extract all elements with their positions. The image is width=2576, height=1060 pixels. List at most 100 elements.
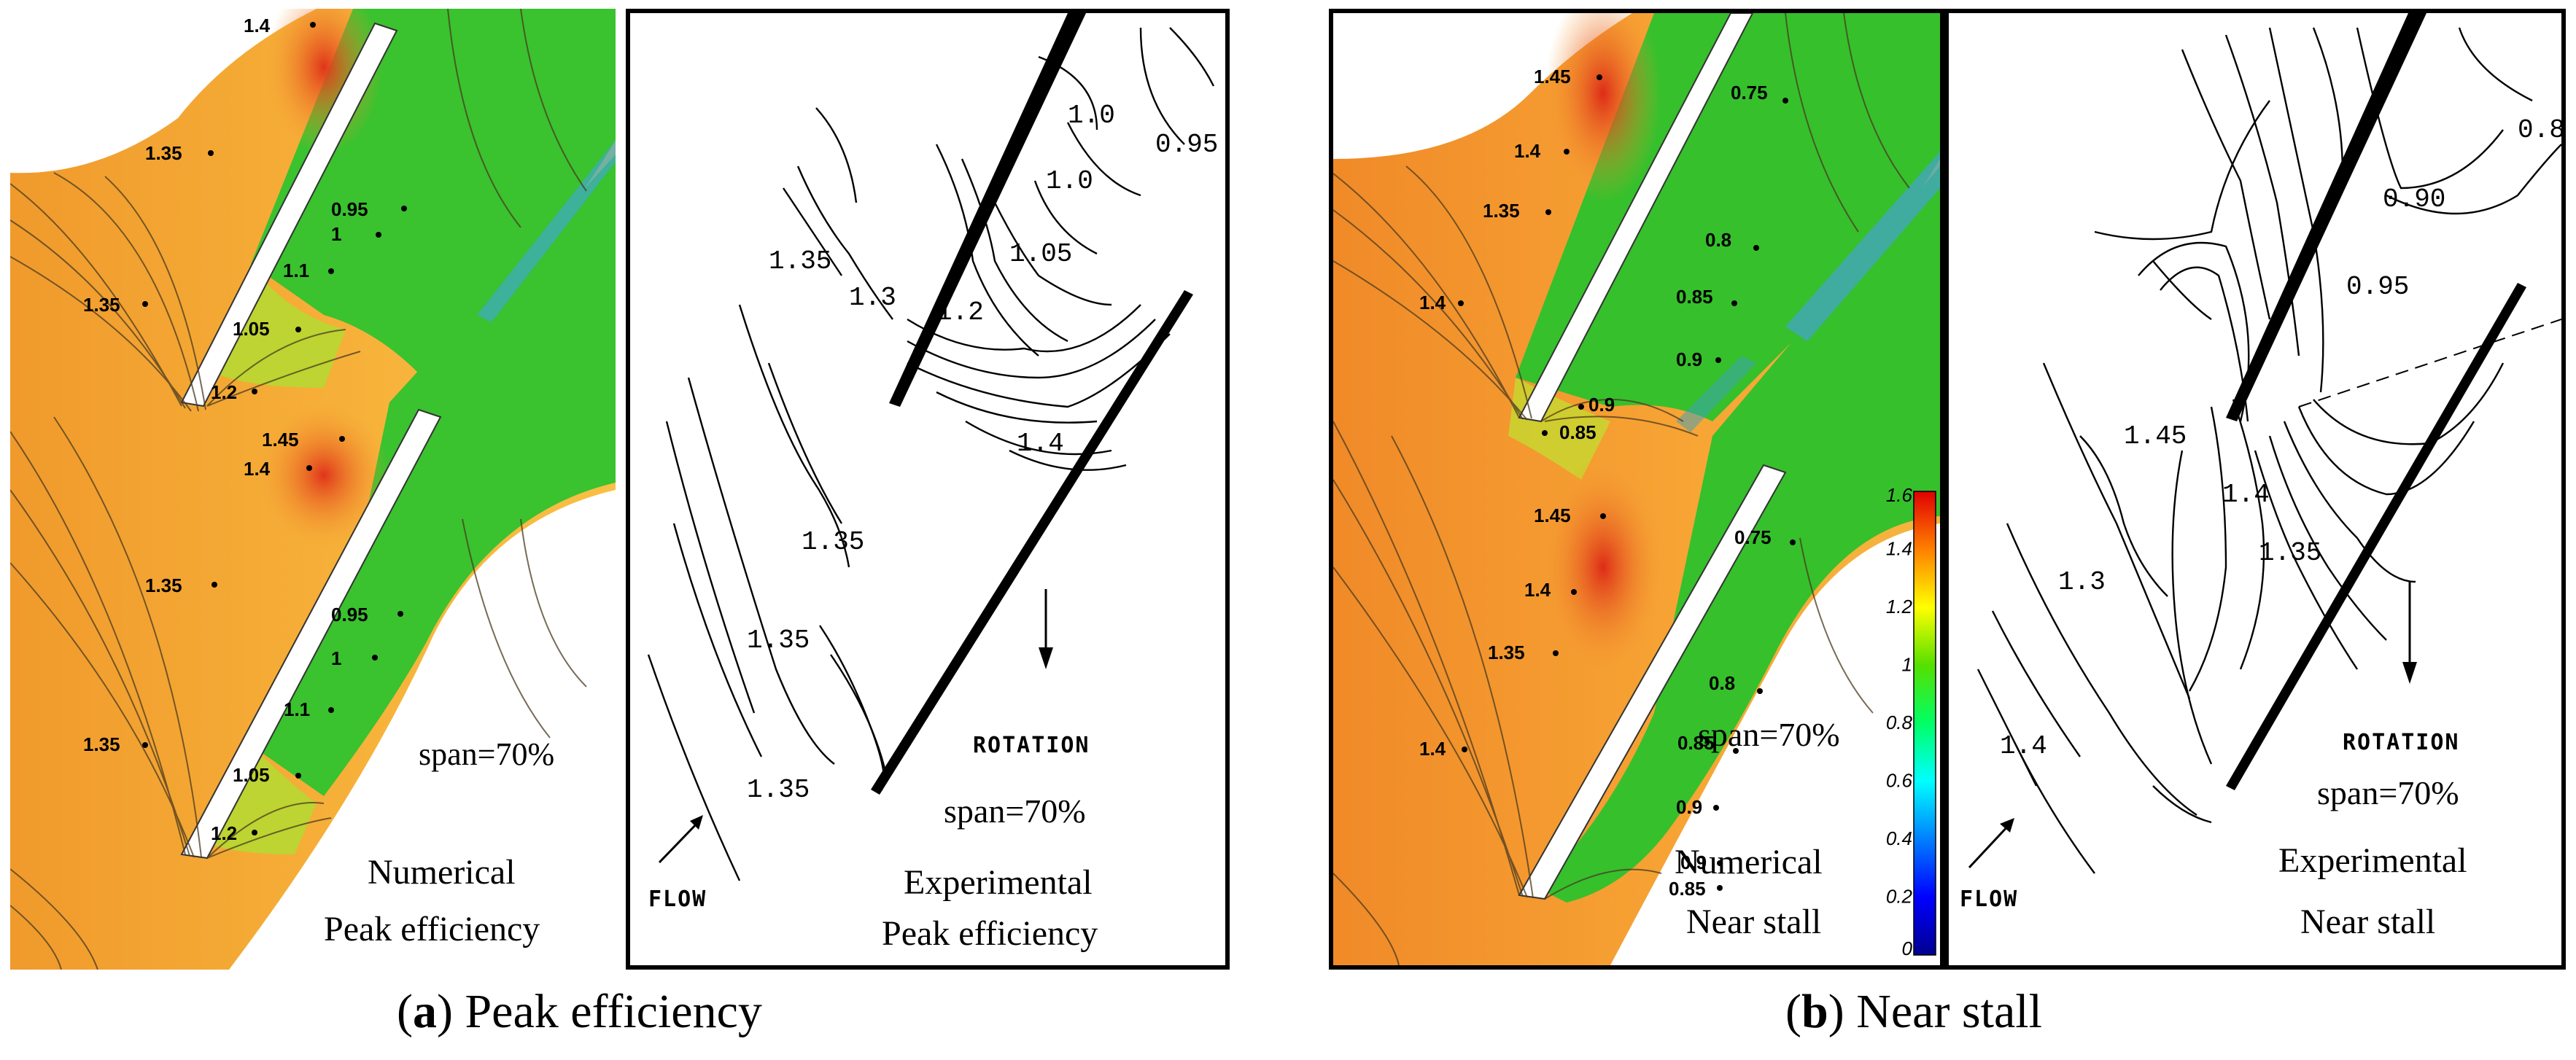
contour-label: 0.8	[1709, 672, 1735, 694]
contour-labels-a-numerical: 1.4 1.35 0.95 1 1.1 1.35 1.05 1.2 1.45 1…	[83, 15, 407, 844]
panel-a-numerical: 1.4 1.35 0.95 1 1.1 1.35 1.05 1.2 1.45 1…	[10, 9, 616, 970]
contour-label: 1.4	[244, 458, 271, 480]
panel-title-line1: Experimental	[2278, 841, 2467, 880]
contour-labels-b-numerical: 1.45 0.75 1.4 1.35 0.8 1.4 0.85 0.9 0.9 …	[1419, 66, 1796, 900]
contour-label: 0.85	[2518, 115, 2561, 145]
contour-labels-b-experimental: 0.85 0.90 0.95 1.45 1.4 1.35 1.3 1.4	[2000, 115, 2561, 761]
panel-b-experimental: 0.85 0.90 0.95 1.45 1.4 1.35 1.3 1.4 ROT…	[1944, 9, 2566, 970]
colorbar-tick-label: 1	[1902, 654, 1912, 676]
contour-label: 1.45	[1534, 66, 1571, 87]
contour-label: 1.35	[1483, 200, 1520, 222]
contour-label: 0.85	[1676, 286, 1713, 308]
contour-label: 0.95	[1155, 130, 1218, 160]
colorbar-tick-label: 0.2	[1886, 886, 1913, 908]
contour-label: 1.4	[1514, 140, 1541, 162]
contour-plot-a-numerical: 1.4 1.35 0.95 1 1.1 1.35 1.05 1.2 1.45 1…	[10, 9, 616, 970]
contour-label: 1.0	[1068, 101, 1115, 130]
contour-label: 1.4	[2222, 480, 2270, 510]
contour-label: 1	[331, 223, 341, 245]
contour-label: 1.1	[283, 260, 309, 281]
caption-b-letter: b	[1801, 985, 1828, 1038]
contour-labels-a-experimental: 1.0 0.95 1.0 1.35 1.05 1.3 1.2 1.4 1.35 …	[747, 101, 1218, 805]
contour-label: 1.1	[284, 698, 310, 720]
panel-title-line1: Numerical	[368, 853, 516, 892]
contour-label: 1.35	[802, 527, 864, 557]
contour-label: 0.9	[1676, 348, 1702, 370]
contour-label: 0.9	[1680, 851, 1707, 873]
panel-title-line1: Experimental	[904, 863, 1093, 902]
contour-label: 1.05	[233, 318, 270, 340]
contour-label: 1.0	[1046, 166, 1093, 196]
panel-title-line2: Near stall	[1686, 903, 1821, 941]
caption-a-text: Peak efficiency	[452, 985, 762, 1038]
contour-label: 1.4	[2000, 731, 2047, 761]
contour-plot-b-numerical: 1.45 0.75 1.4 1.35 0.8 1.4 0.85 0.9 0.9 …	[1333, 13, 1940, 965]
contour-label: 1	[331, 647, 341, 669]
panel-title-line2: Peak efficiency	[324, 910, 540, 948]
contour-label: 1.35	[145, 574, 182, 596]
contour-plot-b-experimental: 0.85 0.90 0.95 1.45 1.4 1.35 1.3 1.4 ROT…	[1960, 13, 2561, 941]
contour-label: 1.2	[211, 822, 237, 844]
contour-label: 1.4	[1017, 429, 1064, 459]
contour-label: 1.4	[1419, 738, 1446, 760]
colorbar: 1.6 1.4 1.2 1 0.8 0.6 0.4 0.2 0	[1886, 484, 1936, 959]
contour-label: 1.35	[83, 733, 120, 755]
contour-label: 1.2	[936, 297, 984, 327]
panel-b-numerical: 1.45 0.75 1.4 1.35 0.8 1.4 0.85 0.9 0.9 …	[1329, 9, 1944, 970]
caption-b-text: Near stall	[1844, 985, 2042, 1038]
contour-label: 0.8	[1705, 229, 1731, 251]
panel-a-experimental: 1.0 0.95 1.0 1.35 1.05 1.3 1.2 1.4 1.35 …	[626, 9, 1230, 970]
contour-label: 0.9	[1676, 796, 1702, 818]
contour-label: 1.35	[2259, 538, 2321, 568]
caption-a-letter: a	[412, 985, 437, 1038]
flow-arrow-icon	[658, 815, 703, 864]
contour-label: 1.35	[83, 294, 120, 316]
colorbar-tick-label: 1.4	[1886, 538, 1912, 560]
flow-label: FLOW	[648, 886, 707, 912]
contour-label: 1.45	[2124, 421, 2187, 451]
caption-b: (b) Near stall	[1785, 985, 2042, 1038]
colorbar-tick-label: 0.4	[1886, 827, 1912, 849]
rotation-label: ROTATION	[973, 733, 1090, 758]
contour-label: 0.85	[1559, 421, 1597, 443]
colorbar-tick-label: 0	[1902, 938, 1913, 959]
colorbar-gradient	[1913, 491, 1936, 956]
contour-label: 1.35	[747, 626, 810, 655]
panel-title-line2: Peak efficiency	[882, 914, 1098, 953]
colorbar-tick-label: 1.6	[1886, 484, 1913, 506]
contour-label: 0.95	[331, 198, 368, 220]
colorbar-tick-label: 1.2	[1886, 596, 1913, 617]
rotation-label: ROTATION	[2343, 730, 2460, 755]
contour-label: 1.4	[1524, 579, 1551, 601]
contour-label: 1.3	[849, 283, 896, 313]
contour-label: 1.05	[233, 764, 270, 786]
contour-label: 1.35	[1488, 642, 1525, 663]
contour-label: 0.85	[1677, 732, 1715, 754]
panel-title-line2: Near stall	[2300, 903, 2435, 941]
contour-label: 1.2	[211, 381, 237, 403]
span-label: span=70%	[944, 792, 1086, 830]
contour-label: 0.75	[1734, 526, 1772, 548]
contour-label: 1.45	[1534, 504, 1571, 526]
colorbar-tick-label: 0.8	[1886, 712, 1913, 733]
contour-label: 1.3	[2058, 567, 2106, 597]
contour-label: 1.05	[1009, 239, 1072, 269]
contour-label: 0.95	[331, 604, 368, 626]
rotation-arrow-icon	[2402, 582, 2417, 684]
contour-label: 0.9	[1588, 394, 1615, 416]
panel-title-line1: Numerical	[1675, 843, 1823, 881]
colorbar-ticks: 1.6 1.4 1.2 1 0.8 0.6 0.4 0.2 0	[1886, 484, 1913, 959]
contour-label: 0.90	[2383, 184, 2445, 214]
flow-label: FLOW	[1960, 886, 2018, 912]
contour-label: 1.35	[747, 775, 810, 805]
contour-plot-a-experimental: 1.0 0.95 1.0 1.35 1.05 1.3 1.2 1.4 1.35 …	[647, 13, 1218, 953]
contour-label: 0.85	[1669, 878, 1706, 900]
contour-label: 0.95	[2346, 272, 2409, 302]
contour-label: 1.35	[769, 246, 831, 276]
span-label: span=70%	[419, 736, 554, 772]
rotation-arrow-icon	[1039, 589, 1053, 669]
caption-a: (a) Peak efficiency	[397, 985, 762, 1038]
span-label: span=70%	[1698, 716, 1840, 753]
contour-label: 1.4	[244, 15, 271, 36]
colorbar-tick-label: 0.6	[1886, 770, 1913, 792]
